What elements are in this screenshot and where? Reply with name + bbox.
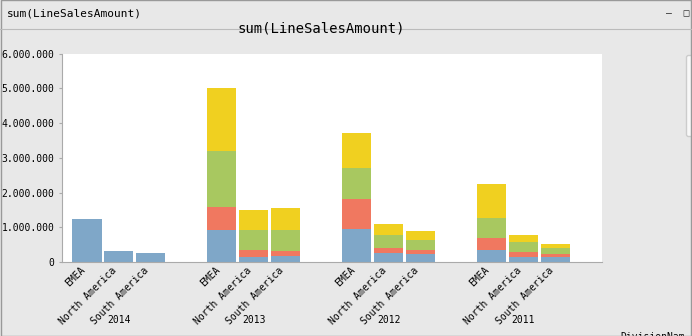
Text: –  □: – □ <box>666 8 690 18</box>
Bar <box>540 257 570 262</box>
Bar <box>342 133 372 168</box>
Text: 2012: 2012 <box>377 315 401 325</box>
Bar <box>406 254 435 262</box>
Bar <box>271 208 300 230</box>
Bar <box>136 253 165 262</box>
Bar <box>271 251 300 256</box>
Bar <box>540 248 570 254</box>
Bar <box>342 168 372 199</box>
Bar <box>406 250 435 254</box>
Bar <box>509 252 538 256</box>
Bar <box>406 240 435 250</box>
Text: 2011: 2011 <box>512 315 536 325</box>
Bar <box>374 248 403 253</box>
Bar <box>239 230 268 250</box>
Bar <box>271 230 300 251</box>
Text: 2013: 2013 <box>242 315 266 325</box>
Bar <box>509 235 538 242</box>
Bar <box>406 231 435 240</box>
Bar <box>342 229 372 262</box>
Bar <box>239 210 268 230</box>
Text: sum(LineSalesAmount): sum(LineSalesAmount) <box>238 21 406 35</box>
Bar <box>477 218 507 238</box>
Legend: Q4, Q3, Q2, Q1: Q4, Q3, Q2, Q1 <box>686 55 692 136</box>
Bar <box>477 250 507 262</box>
Bar <box>207 230 237 262</box>
Bar <box>477 183 507 218</box>
Bar <box>374 253 403 262</box>
Bar <box>342 199 372 229</box>
Bar <box>374 223 403 235</box>
Bar <box>374 235 403 248</box>
Text: DivisionNam
Year: DivisionNam Year <box>621 332 685 336</box>
Bar <box>239 250 268 256</box>
Bar <box>509 256 538 262</box>
Bar <box>477 238 507 250</box>
Text: sum(LineSalesAmount): sum(LineSalesAmount) <box>7 8 142 18</box>
Bar <box>271 256 300 262</box>
Bar <box>207 207 237 230</box>
Bar <box>104 251 134 262</box>
Bar <box>540 254 570 257</box>
Bar <box>540 244 570 248</box>
Bar <box>72 219 102 262</box>
Bar <box>239 256 268 262</box>
Bar <box>207 151 237 207</box>
Bar <box>509 242 538 252</box>
Text: 2014: 2014 <box>107 315 131 325</box>
Bar <box>207 88 237 151</box>
